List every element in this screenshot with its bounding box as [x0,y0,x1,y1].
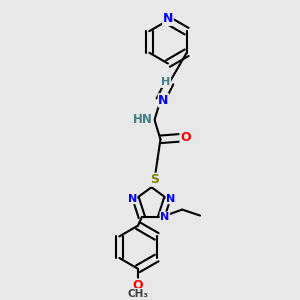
Text: O: O [180,131,191,144]
Text: N: N [160,212,170,222]
Text: N: N [163,12,173,26]
Text: S: S [150,173,159,186]
Text: H: H [161,77,170,87]
Text: N: N [128,194,137,204]
Text: HN: HN [133,113,153,126]
Text: O: O [133,279,143,292]
Text: CH₃: CH₃ [128,289,148,298]
Text: N: N [158,94,169,107]
Text: N: N [166,194,176,204]
